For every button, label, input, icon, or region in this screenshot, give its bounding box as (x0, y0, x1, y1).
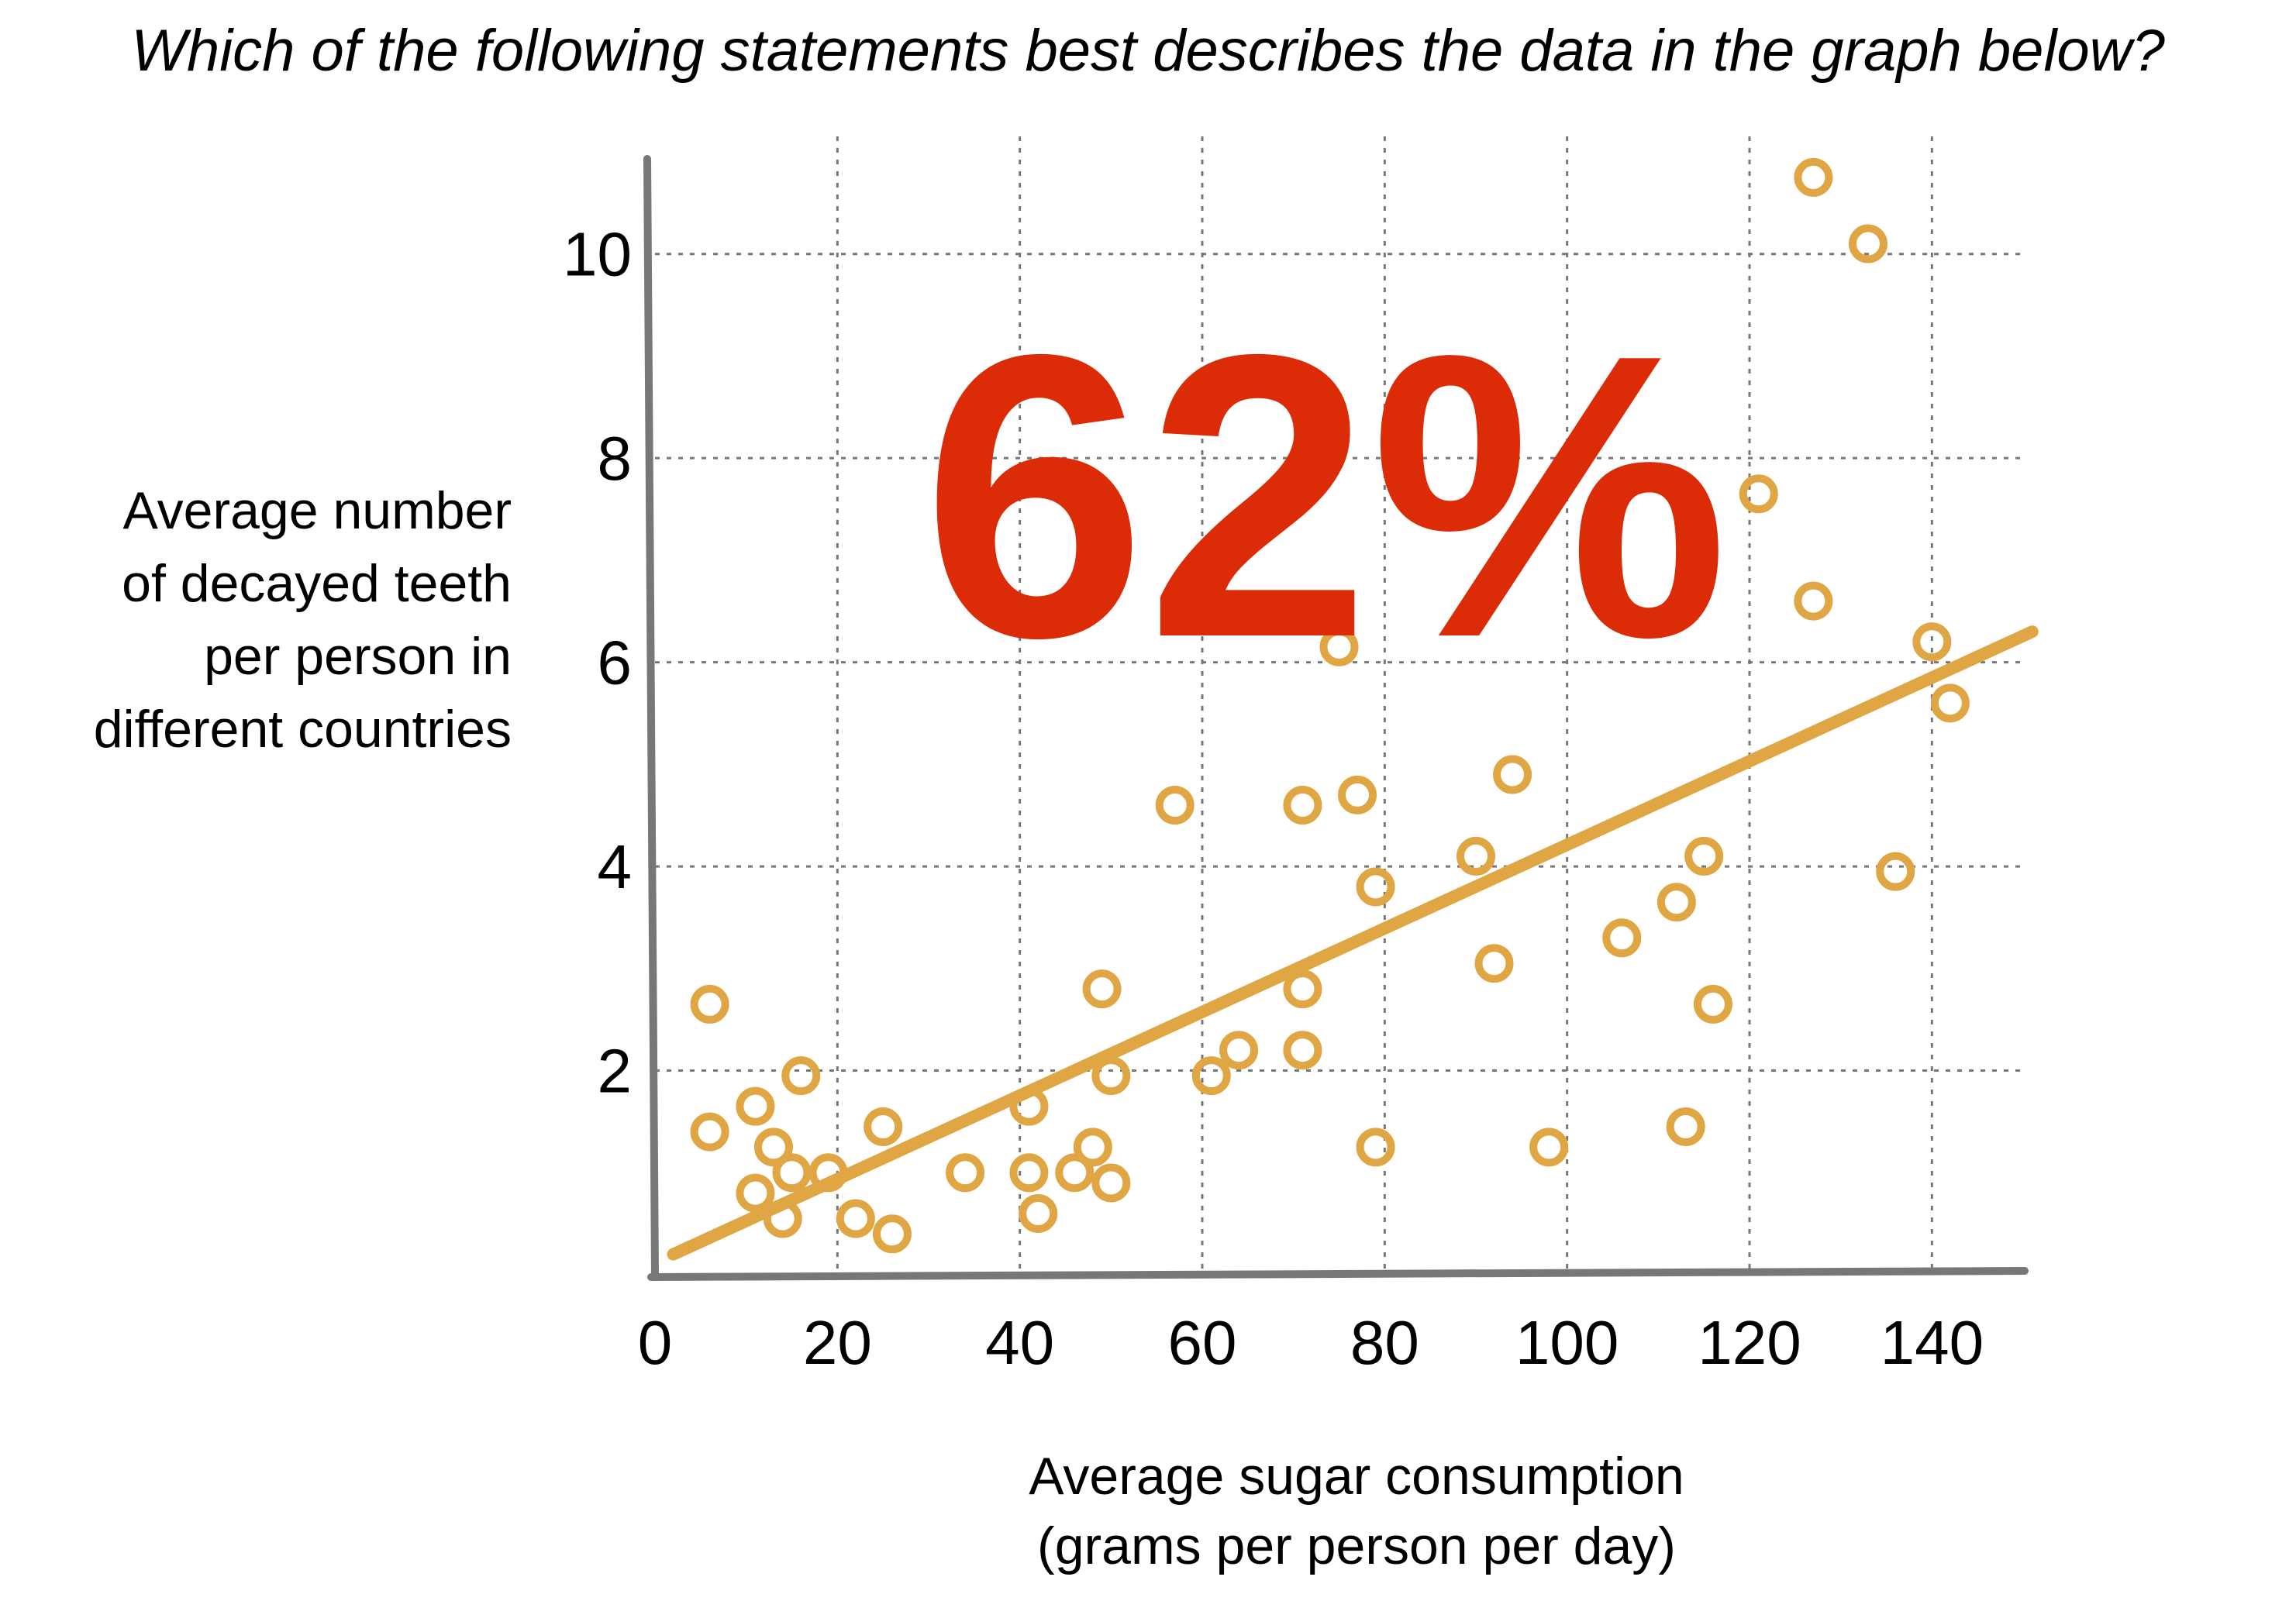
x-tick-label: 20 (803, 1308, 872, 1377)
data-point (1684, 836, 1724, 876)
x-axis-label: Average sugar consumption (grams per per… (775, 1441, 1938, 1581)
data-point (1009, 1086, 1049, 1126)
data-point (736, 1173, 775, 1213)
trend-line-group (667, 625, 2039, 1261)
data-point (1338, 775, 1377, 814)
data-point (772, 1153, 812, 1193)
data-point (1091, 1056, 1131, 1096)
data-point (1739, 474, 1778, 514)
data-point (753, 1128, 793, 1167)
data-point (1319, 627, 1359, 666)
x-tick-label: 0 (638, 1308, 673, 1377)
data-point (836, 1199, 875, 1238)
y-axis-label-line: of decayed teeth (122, 554, 512, 613)
y-tick-label: 2 (598, 1037, 633, 1106)
x-tick-label: 100 (1515, 1308, 1619, 1377)
data-point (1155, 786, 1195, 825)
data-point (1794, 157, 1833, 197)
data-point (864, 1107, 903, 1146)
y-tick-label: 8 (598, 424, 633, 493)
question-text: Which of the following statements best d… (131, 18, 2165, 84)
y-tick-label: 4 (598, 832, 633, 901)
data-point (1474, 944, 1514, 983)
data-point (1283, 969, 1322, 1009)
y-axis-label-line: different countries (93, 700, 512, 759)
x-axis-label-line: (grams per person per day) (1037, 1517, 1676, 1575)
y-tick-label: 6 (598, 628, 633, 697)
data-point (1794, 581, 1833, 621)
data-point (1091, 1163, 1131, 1203)
percentage-overlay: 62% (922, 271, 1729, 721)
y-tick-label: 10 (563, 220, 632, 289)
data-point (1848, 224, 1887, 263)
data-point (946, 1153, 985, 1193)
data-point (690, 1112, 729, 1152)
data-point (690, 984, 729, 1024)
data-point (1082, 969, 1122, 1009)
x-axis-label-line: Average sugar consumption (1029, 1447, 1684, 1506)
data-point (1073, 1128, 1112, 1167)
data-point (1356, 1128, 1395, 1167)
data-point (1602, 918, 1642, 958)
tick-labels: 0 20 40 60 80 100 120 140 2 4 6 8 10 (563, 220, 1984, 1377)
data-point (1656, 883, 1696, 922)
x-tick-label: 40 (985, 1308, 1054, 1377)
data-point (1457, 836, 1495, 876)
x-tick-label: 120 (1698, 1308, 1801, 1377)
data-point (808, 1153, 848, 1193)
axes (643, 155, 2029, 1281)
x-axis-line (647, 1267, 2029, 1281)
data-point (781, 1056, 821, 1096)
data-point (1283, 1031, 1322, 1070)
data-point (1666, 1107, 1705, 1146)
data-point (1019, 1193, 1058, 1233)
data-point (1283, 786, 1322, 825)
y-axis-line (643, 155, 659, 1281)
x-tick-label: 60 (1168, 1308, 1237, 1377)
y-axis-label-line: Average number (122, 481, 512, 540)
data-point (1055, 1153, 1095, 1193)
data-point (872, 1214, 912, 1254)
y-axis-label-line: per person in (204, 627, 512, 686)
data-point (1912, 622, 1952, 662)
data-point (1930, 683, 1970, 723)
grid-lines (655, 136, 2023, 1275)
x-tick-label: 140 (1881, 1308, 1984, 1377)
x-tick-label: 80 (1350, 1308, 1419, 1377)
data-point (1529, 1128, 1569, 1167)
data-point (1191, 1056, 1231, 1096)
trend-line (667, 625, 2039, 1261)
data-point (763, 1199, 802, 1238)
data-point (1219, 1031, 1259, 1070)
data-point (1693, 984, 1732, 1024)
data-point (1876, 852, 1915, 891)
y-axis-label: Average number of decayed teeth per pers… (0, 474, 512, 766)
data-point (1493, 755, 1532, 794)
data-point (736, 1086, 775, 1126)
data-point (1356, 867, 1395, 907)
data-point (1009, 1153, 1049, 1193)
data-points (690, 157, 1970, 1254)
